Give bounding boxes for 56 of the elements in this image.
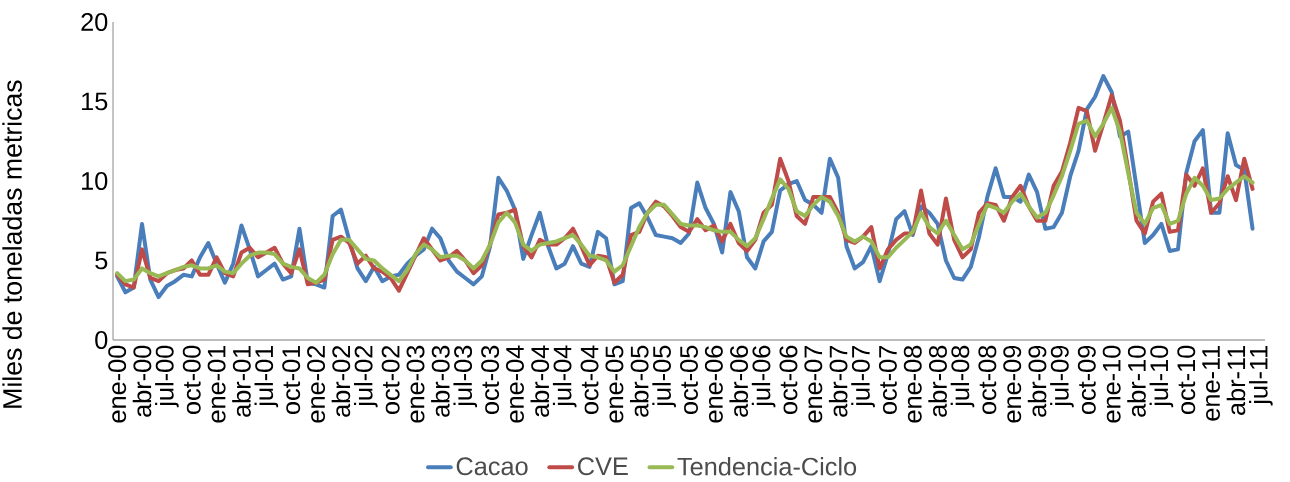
x-tick-label: abr-07 — [828, 345, 848, 417]
x-tick-label: jul-07 — [851, 345, 875, 408]
y-axis-title: Miles de toneladas metricas — [2, 80, 22, 408]
x-tick-label: abr-00 — [132, 345, 152, 417]
x-tick-label: oct-08 — [978, 345, 997, 415]
x-tick-label: jul-01 — [254, 345, 279, 408]
legend-label: Tendencia-Ciclo — [677, 457, 857, 476]
x-tick-label: oct-06 — [779, 345, 798, 415]
x-tick-label: abr-10 — [1127, 345, 1146, 417]
x-tick-label: abr-02 — [331, 345, 351, 417]
x-tick-label: ene-07 — [804, 345, 823, 423]
x-tick-label: oct-05 — [680, 345, 698, 415]
x-tick-label: jul-06 — [751, 345, 776, 408]
x-tick-label: abr-04 — [530, 345, 550, 417]
x-tick-label: ene-08 — [903, 345, 922, 423]
x-tick-label: oct-02 — [381, 345, 400, 415]
x-tick-label: ene-02 — [307, 345, 326, 423]
x-tick-label: abr-03 — [431, 345, 450, 417]
x-tick-label: abr-06 — [729, 345, 749, 417]
y-tick-label: 0 — [95, 331, 108, 349]
x-tick-label: ene-04 — [505, 345, 524, 423]
x-tick-label: oct-00 — [182, 345, 201, 415]
x-tick-label: jul-08 — [950, 345, 975, 408]
y-tick-label: 5 — [95, 251, 108, 270]
x-tick-label: jul-02 — [353, 345, 378, 408]
y-tick-label: 20 — [81, 13, 108, 31]
x-tick-label: oct-01 — [282, 345, 301, 415]
x-tick-label: jul-10 — [1149, 345, 1174, 408]
x-tick-label: jul-03 — [453, 345, 478, 408]
x-tick-label: ene-01 — [207, 345, 226, 423]
legend-label: Cacao — [456, 457, 528, 476]
y-tick-label: 10 — [82, 172, 108, 190]
x-tick-label: ene-06 — [704, 345, 723, 423]
x-tick-label: abr-11 — [1226, 345, 1246, 415]
x-tick-label: abr-09 — [1027, 345, 1047, 417]
x-tick-label: jul-09 — [1050, 345, 1074, 408]
x-tick-label: ene-09 — [1003, 345, 1022, 423]
y-tick-label: 15 — [82, 92, 108, 111]
x-tick-label: ene-05 — [605, 345, 624, 423]
legend-label: CVE — [578, 457, 628, 476]
x-tick-label: oct-03 — [481, 345, 500, 415]
x-tick-label: jul-11 — [1249, 345, 1273, 406]
x-tick-label: ene-00 — [108, 345, 127, 423]
x-tick-label: abr-08 — [928, 345, 947, 417]
x-tick-label: jul-04 — [552, 345, 577, 408]
x-tick-label: oct-04 — [580, 345, 599, 415]
x-tick-label: abr-05 — [629, 345, 649, 417]
x-tick-label: oct-10 — [1177, 345, 1196, 415]
x-tick-label: ene-11 — [1202, 345, 1220, 421]
x-tick-label: jul-00 — [155, 345, 179, 408]
x-tick-label: oct-09 — [1077, 345, 1096, 415]
x-tick-label: abr-01 — [232, 345, 251, 417]
x-tick-label: jul-05 — [652, 345, 676, 408]
x-tick-label: oct-07 — [878, 345, 897, 415]
x-tick-label: ene-03 — [406, 345, 425, 423]
x-tick-label: ene-10 — [1102, 345, 1121, 423]
